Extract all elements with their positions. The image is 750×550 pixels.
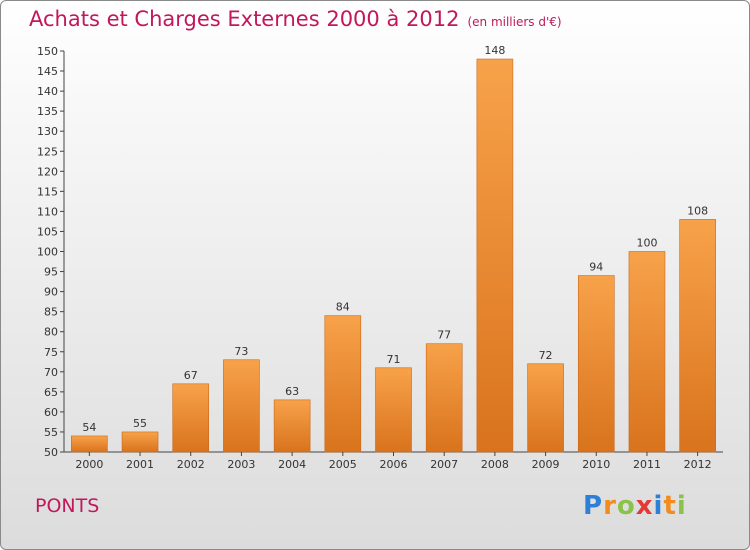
y-tick-label: 150 (37, 45, 58, 58)
y-tick-label: 90 (44, 286, 58, 299)
y-tick-label: 85 (44, 306, 58, 319)
y-axis-ticks: 50 55 60 65 70 75 80 85 90 95 100 105 110 115 120 125 13… (37, 45, 64, 459)
x-tick-label: 2005 (329, 458, 357, 471)
x-tick-label: 2002 (177, 458, 205, 471)
logo-letter: x (635, 491, 654, 521)
y-tick-label: 55 (44, 426, 58, 439)
y-tick-label: 120 (37, 165, 58, 178)
bar-2010 (577, 275, 615, 453)
title-row: Achats et Charges Externes 2000 à 2012 (e… (29, 7, 562, 31)
x-tick-label: 2012 (684, 458, 712, 471)
bar-value-label: 148 (484, 44, 505, 57)
y-tick-label: 110 (37, 205, 58, 218)
bar-value-label: 72 (539, 349, 553, 362)
x-tick-label: 2007 (430, 458, 458, 471)
logo-letter: o (616, 491, 636, 521)
logo-letter: i (676, 491, 687, 521)
bar-2006 (375, 367, 412, 453)
bar-2007 (425, 343, 463, 453)
bar-value-label: 63 (285, 385, 299, 398)
bar-2005 (324, 315, 362, 453)
x-tick-label: 2009 (532, 458, 560, 471)
bar-value-label: 71 (387, 353, 401, 366)
y-tick-label: 75 (44, 346, 58, 359)
bar-value-label: 108 (687, 204, 708, 217)
chart-title: Achats et Charges Externes 2000 à 2012 (29, 7, 460, 31)
y-tick-label: 140 (37, 85, 58, 98)
x-tick-label: 2004 (278, 458, 306, 471)
x-tick-label: 2001 (126, 458, 154, 471)
y-tick-label: 100 (37, 246, 58, 259)
commune-name: PONTS (35, 495, 100, 517)
y-tick-label: 80 (44, 326, 58, 339)
bar-2009 (527, 363, 564, 453)
y-tick-label: 135 (37, 105, 58, 118)
bar-value-label: 94 (589, 261, 603, 274)
x-tick-label: 2010 (582, 458, 610, 471)
bar-value-label: 54 (82, 421, 96, 434)
proxiti-logo: Proxiti (583, 491, 687, 521)
y-tick-label: 65 (44, 386, 58, 399)
logo-letter: r (603, 491, 617, 521)
y-tick-label: 95 (44, 266, 58, 279)
logo-letter: P (583, 491, 604, 521)
bar-value-label: 67 (184, 369, 198, 382)
logo-letter: t (663, 491, 677, 521)
x-tick-label: 2011 (633, 458, 661, 471)
bars-group: 54 55 67 73 63 84 71 77 148 72 94 100 108 (71, 44, 716, 453)
bar-value-label: 100 (636, 237, 657, 250)
bar-2001 (121, 431, 159, 453)
x-tick-label: 2000 (75, 458, 103, 471)
bar-2003 (223, 359, 260, 453)
bar-value-label: 84 (336, 301, 350, 314)
x-axis-ticks: 2000 2001 2002 2003 2004 2005 2006 2007 2008 2009… (75, 452, 712, 471)
y-tick-label: 125 (37, 145, 58, 158)
bar-2000 (71, 435, 108, 453)
y-tick-label: 50 (44, 446, 58, 459)
y-tick-label: 105 (37, 225, 58, 238)
y-tick-label: 145 (37, 65, 58, 78)
bar-2002 (172, 383, 210, 453)
x-tick-label: 2006 (380, 458, 408, 471)
y-tick-label: 60 (44, 406, 58, 419)
y-tick-label: 130 (37, 125, 58, 138)
logo-letter: i (653, 491, 664, 521)
bar-2012 (679, 219, 716, 453)
y-tick-label: 115 (37, 185, 58, 198)
bar-2008 (476, 58, 514, 453)
chart-unit: (en milliers d'€) (467, 15, 562, 29)
x-tick-label: 2003 (227, 458, 255, 471)
bar-value-label: 73 (234, 345, 248, 358)
bar-value-label: 55 (133, 417, 147, 430)
y-tick-label: 70 (44, 366, 58, 379)
bar-value-label: 77 (437, 329, 451, 342)
x-tick-label: 2008 (481, 458, 509, 471)
bar-2004 (273, 399, 311, 453)
bar-2011 (628, 251, 666, 453)
